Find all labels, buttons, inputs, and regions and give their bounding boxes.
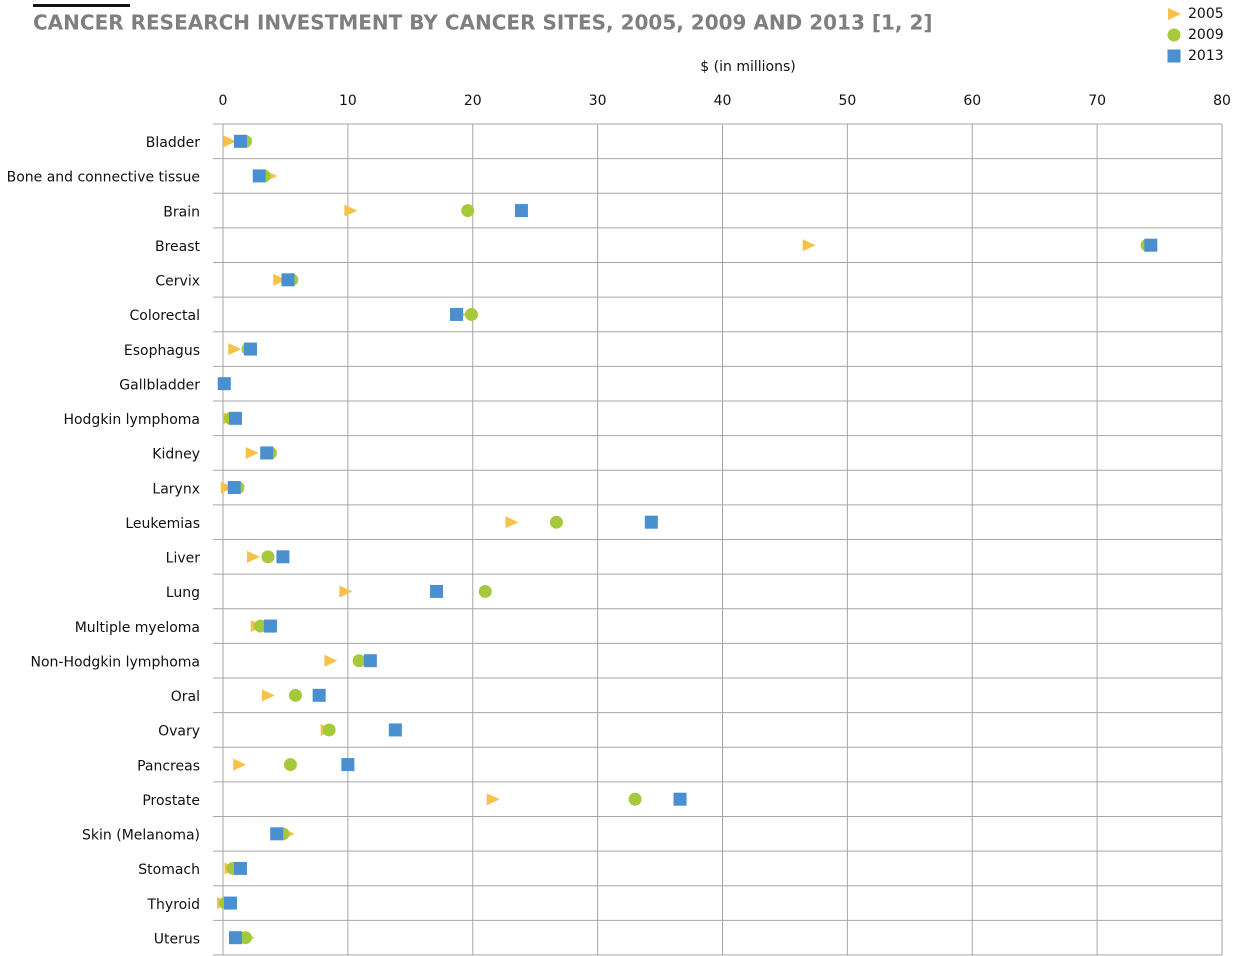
y-tick-label: Esophagus xyxy=(124,343,200,359)
data-point xyxy=(273,273,287,286)
data-point xyxy=(228,411,242,425)
x-tick-label: 80 xyxy=(1213,93,1231,109)
chart-title: CANCER RESEARCH INVESTMENT BY CANCER SIT… xyxy=(33,11,933,35)
y-tick-label: Leukemias xyxy=(125,516,200,532)
x-tick-label: 60 xyxy=(963,93,981,109)
data-point xyxy=(233,134,247,148)
x-tick-label: 0 xyxy=(219,93,228,109)
x-tick-label: 40 xyxy=(714,93,732,109)
y-tick-label: Cervix xyxy=(155,274,200,290)
data-point xyxy=(281,273,295,287)
y-tick-label: Pancreas xyxy=(137,758,200,774)
data-point xyxy=(283,758,297,772)
data-point xyxy=(1144,238,1158,252)
data-point xyxy=(486,793,500,806)
y-tick-label: Colorectal xyxy=(129,308,200,324)
data-point xyxy=(261,550,275,564)
data-point xyxy=(245,446,259,459)
data-point xyxy=(514,204,528,218)
data-point xyxy=(450,307,464,321)
data-point xyxy=(352,654,366,668)
x-tick-label: 50 xyxy=(838,93,856,109)
y-tick-label: Stomach xyxy=(138,862,200,878)
legend-marker xyxy=(1168,8,1181,20)
legend-label: 2005 xyxy=(1188,6,1224,22)
y-tick-label: Breast xyxy=(155,239,201,255)
y-tick-label: Skin (Melanoma) xyxy=(82,828,200,844)
y-tick-label: Prostate xyxy=(142,793,200,809)
data-point xyxy=(461,204,475,218)
data-point xyxy=(233,758,247,771)
data-point xyxy=(246,550,260,563)
y-tick-label: Lung xyxy=(166,585,200,601)
legend-label: 2009 xyxy=(1188,27,1224,43)
data-point xyxy=(223,896,237,910)
y-tick-label: Multiple myeloma xyxy=(75,620,200,636)
y-tick-label: Oral xyxy=(171,689,200,705)
data-point xyxy=(549,515,563,529)
y-tick-label: Hodgkin lymphoma xyxy=(63,412,200,428)
data-point xyxy=(363,654,377,668)
data-point xyxy=(276,550,290,564)
data-point xyxy=(243,342,257,356)
data-point xyxy=(252,169,266,183)
data-point xyxy=(217,377,231,391)
data-point xyxy=(312,688,326,702)
title-bar xyxy=(33,4,130,7)
data-point xyxy=(388,723,402,737)
data-point xyxy=(644,515,658,529)
data-point xyxy=(339,585,353,598)
data-point xyxy=(344,204,358,217)
data-point xyxy=(261,689,275,702)
x-tick-label: 20 xyxy=(464,93,482,109)
data-point xyxy=(238,931,252,945)
data-point xyxy=(233,861,247,875)
data-point xyxy=(673,792,687,806)
y-tick-label: Kidney xyxy=(152,447,200,463)
data-point xyxy=(430,584,444,598)
data-point xyxy=(228,931,242,945)
y-tick-label: Gallbladder xyxy=(119,377,200,393)
y-tick-label: Uterus xyxy=(154,931,200,947)
data-point xyxy=(260,446,274,460)
data-point xyxy=(223,135,237,148)
data-point xyxy=(341,758,355,772)
y-tick-label: Non-Hodgkin lymphoma xyxy=(30,654,200,670)
y-tick-label: Thyroid xyxy=(147,897,201,913)
y-tick-label: Bone and connective tissue xyxy=(7,170,200,186)
data-point xyxy=(263,619,277,633)
data-point xyxy=(322,723,336,737)
y-tick-label: Bladder xyxy=(146,135,200,151)
data-point xyxy=(465,307,479,321)
data-point xyxy=(288,688,302,702)
data-point xyxy=(253,619,267,633)
data-point xyxy=(478,584,492,598)
data-point xyxy=(628,792,642,806)
data-point xyxy=(220,481,234,494)
x-axis-label: $ (in millions) xyxy=(700,59,795,75)
data-point xyxy=(802,239,816,252)
legend-marker xyxy=(1167,28,1181,42)
x-tick-label: 30 xyxy=(589,93,607,109)
y-tick-label: Brain xyxy=(163,204,200,220)
y-tick-label: Liver xyxy=(166,551,201,567)
x-tick-label: 70 xyxy=(1088,93,1106,109)
legend-marker xyxy=(1167,49,1181,63)
data-point xyxy=(505,516,519,529)
y-tick-label: Larynx xyxy=(152,481,200,497)
x-tick-label: 10 xyxy=(339,93,357,109)
data-point xyxy=(228,343,242,356)
legend-label: 2013 xyxy=(1188,48,1224,64)
data-point xyxy=(227,481,241,495)
data-point xyxy=(270,827,284,841)
y-tick-label: Ovary xyxy=(158,724,200,740)
data-point xyxy=(324,654,338,667)
